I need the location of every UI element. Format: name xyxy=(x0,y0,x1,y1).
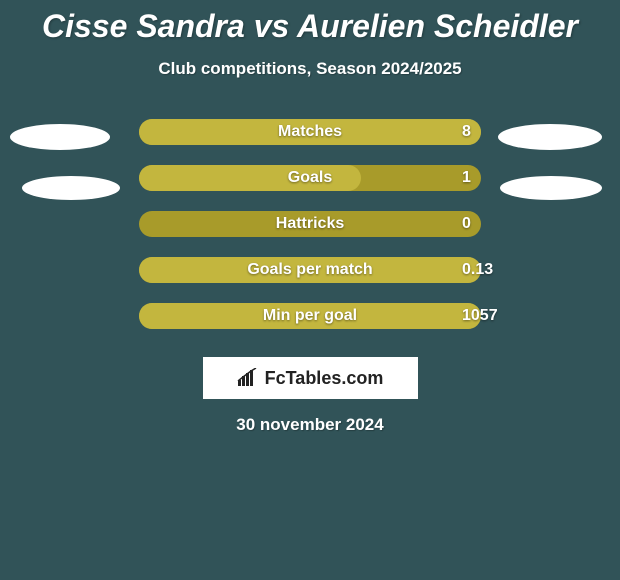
page-title: Cisse Sandra vs Aurelien Scheidler xyxy=(0,0,620,45)
stat-row: Goals per match 0.13 xyxy=(0,247,620,293)
stat-value: 0.13 xyxy=(462,261,493,279)
stats-area: Matches 8 Goals 1 Hattricks 0 Goals per match 0… xyxy=(0,109,620,339)
subtitle: Club competitions, Season 2024/2025 xyxy=(0,59,620,79)
stat-row: Min per goal 1057 xyxy=(0,293,620,339)
stat-label: Min per goal xyxy=(263,307,357,325)
stat-value: 8 xyxy=(462,123,471,141)
stat-label: Matches xyxy=(278,123,342,141)
date-line: 30 november 2024 xyxy=(0,415,620,435)
stat-bar: Goals per match xyxy=(139,257,481,283)
stat-label: Hattricks xyxy=(276,215,344,233)
infographic-container: Cisse Sandra vs Aurelien Scheidler Club … xyxy=(0,0,620,580)
stat-value: 1057 xyxy=(462,307,498,325)
stat-bar: Matches xyxy=(139,119,481,145)
stat-label: Goals xyxy=(288,169,332,187)
stat-row: Matches 8 xyxy=(0,109,620,155)
stat-label: Goals per match xyxy=(247,261,372,279)
logo-box: FcTables.com xyxy=(203,357,418,399)
stat-bar: Goals xyxy=(139,165,481,191)
bars-icon xyxy=(237,368,259,388)
stat-row: Goals 1 xyxy=(0,155,620,201)
stat-value: 1 xyxy=(462,169,471,187)
stat-row: Hattricks 0 xyxy=(0,201,620,247)
stat-bar: Min per goal xyxy=(139,303,481,329)
logo-text: FcTables.com xyxy=(265,368,384,389)
stat-bar: Hattricks xyxy=(139,211,481,237)
stat-value: 0 xyxy=(462,215,471,233)
